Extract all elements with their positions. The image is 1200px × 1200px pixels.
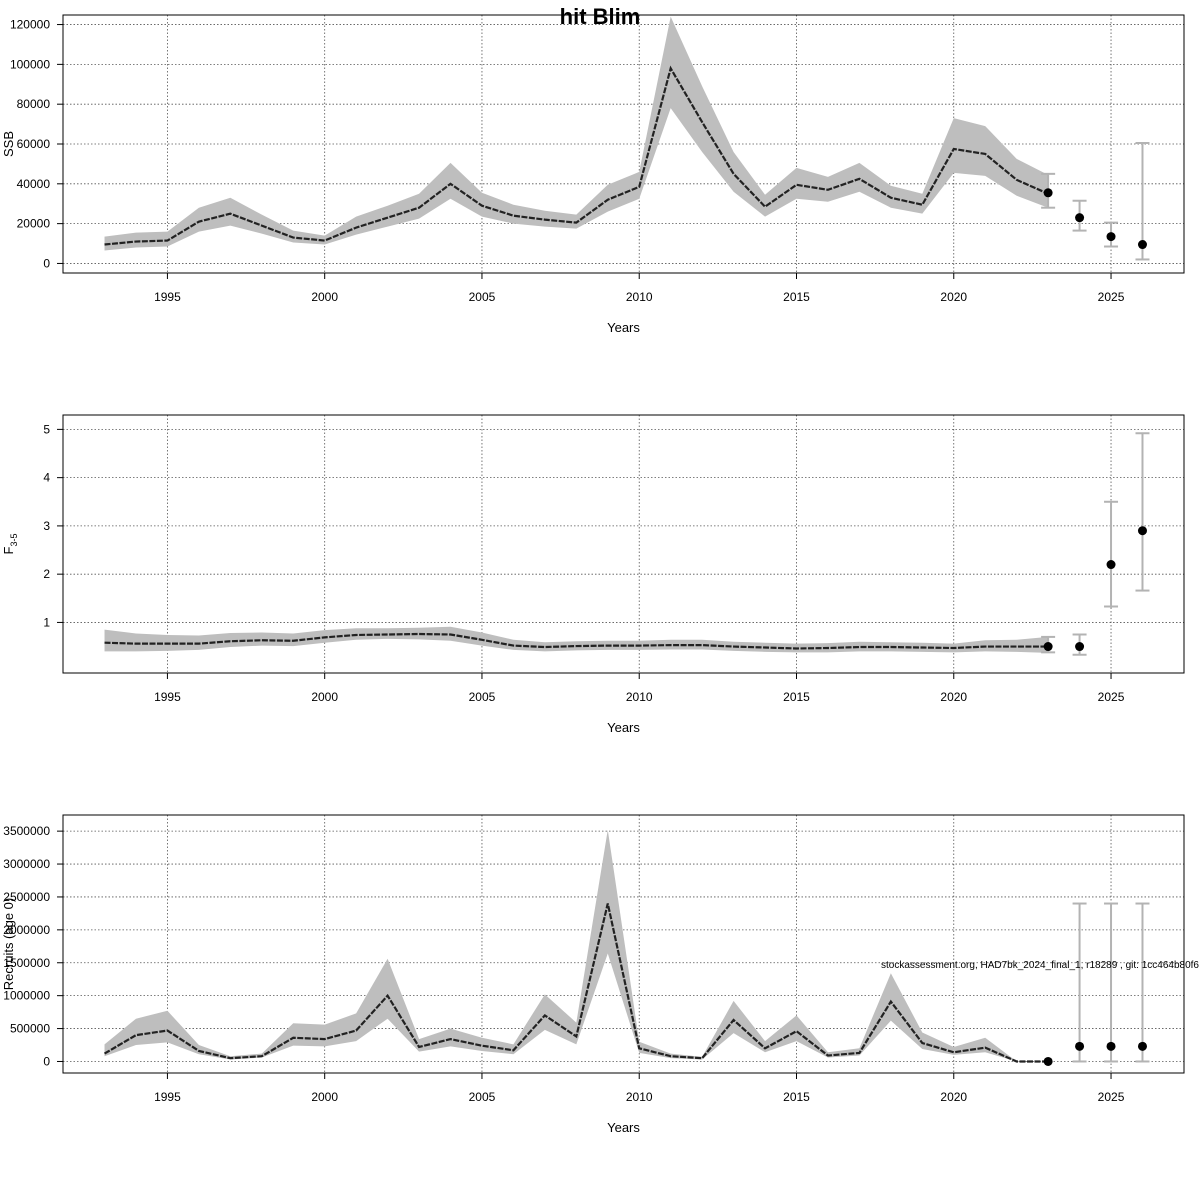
recruits-xlabel: Years: [607, 1120, 640, 1135]
fbar-forecast-point-2023: [1043, 642, 1053, 652]
recruits-ytick-label-0: 0: [43, 1054, 50, 1068]
recruits-xtick-label-2015: 2015: [783, 1090, 810, 1104]
fbar-xtick-label-1995: 1995: [154, 690, 181, 704]
ssb-ytick-label-100000: 100000: [10, 57, 50, 71]
recruits-xtick-label-2000: 2000: [311, 1090, 338, 1104]
recruits-plot-frame: [62, 814, 1185, 1074]
ssb-xtick-label-2000: 2000: [311, 290, 338, 304]
fbar-xtick-label-2010: 2010: [626, 690, 653, 704]
recruits-forecast-point-2024: [1075, 1041, 1085, 1051]
recruits-xtick-label-1995: 1995: [154, 1090, 181, 1104]
ssb-ylabel: SSB: [1, 131, 16, 157]
ssb-forecast-point-2026: [1137, 240, 1147, 250]
panel-recruits: 1995 2000 2005 2010 2015 2020 2025 0 500000 10000…: [1, 814, 1185, 1135]
recruits-ylabel: Recruits (age 0): [1, 898, 16, 990]
fbar-xtick-label-2015: 2015: [783, 690, 810, 704]
ssb-xtick-label-2025: 2025: [1098, 290, 1125, 304]
recruits-estimate-line: [103, 903, 1049, 1063]
ssb-ytick-label-80000: 80000: [17, 97, 51, 111]
ssb-forecast-point-2023: [1043, 188, 1053, 198]
recruits-ytick-label-2000000: 2000000: [3, 923, 50, 937]
fbar-estimate-line: [104, 632, 1049, 650]
recruits-forecast-point-2025: [1106, 1041, 1116, 1051]
fbar-ytick-label-2: 2: [43, 567, 50, 581]
ssb-xtick-label-2010: 2010: [626, 290, 653, 304]
recruits-xtick-label-2005: 2005: [469, 1090, 496, 1104]
ssb-ytick-label-120000: 120000: [10, 18, 50, 32]
recruits-ytick-label-1500000: 1500000: [3, 956, 50, 970]
panel-ssb: 1995 2000 2005 2010 2015 2020 2025 0 20000 40000 6…: [1, 14, 1185, 335]
recruits-forecast-point-2026: [1137, 1041, 1147, 1051]
recruits-xtick-label-2010: 2010: [626, 1090, 653, 1104]
recruits-ytick-label-3000000: 3000000: [3, 857, 50, 871]
fbar-ytick-label-4: 4: [43, 471, 50, 485]
recruits-ytick-label-3500000: 3500000: [3, 824, 50, 838]
ssb-xtick-label-2005: 2005: [469, 290, 496, 304]
recruits-xtick-label-2025: 2025: [1098, 1090, 1125, 1104]
fbar-xlabel: Years: [607, 720, 640, 735]
fbar-forecast-point-2024: [1075, 642, 1085, 652]
ssb-forecast-point-2025: [1106, 232, 1116, 242]
fbar-xtick-label-2020: 2020: [940, 690, 967, 704]
ssb-confidence-band: [104, 16, 1049, 251]
ssb-ytick-label-60000: 60000: [17, 137, 51, 151]
ssb-ytick-label-0: 0: [43, 256, 50, 270]
ssb-estimate-line: [104, 65, 1049, 246]
panels-container: 1995 2000 2005 2010 2015 2020 2025020000400006…: [1, 14, 1185, 1135]
recruits-forecast-point-2023: [1043, 1056, 1053, 1066]
fbar-ylabel-subscript: 3-5: [9, 534, 19, 547]
fbar-plot-frame: [62, 414, 1185, 674]
fbar-ytick-label-5: 5: [43, 422, 50, 436]
fbar-xtick-label-2000: 2000: [311, 690, 338, 704]
fbar-forecast-point-2026: [1137, 526, 1147, 536]
ssb-ytick-label-20000: 20000: [17, 217, 51, 231]
ssb-forecast-point-2024: [1075, 213, 1085, 223]
fbar-ytick-label-1: 1: [43, 615, 50, 629]
ssb-xtick-label-1995: 1995: [154, 290, 181, 304]
fbar-ylabel: F3-5: [1, 534, 19, 555]
fbar-xtick-label-2025: 2025: [1098, 690, 1125, 704]
ssb-xlabel: Years: [607, 320, 640, 335]
recruits-ytick-label-1000000: 1000000: [3, 989, 50, 1003]
fbar-xtick-label-2005: 2005: [469, 690, 496, 704]
chart-title: hit Blim: [560, 4, 641, 29]
ssb-xtick-label-2015: 2015: [783, 290, 810, 304]
fbar-forecast-point-2025: [1106, 560, 1116, 570]
panel-fbar: 1995 2000 2005 2010 2015 2020 2025 1 2 3 4 5 Years F3…: [1, 414, 1185, 735]
recruits-ytick-label-2500000: 2500000: [3, 890, 50, 904]
recruits-xtick-label-2020: 2020: [940, 1090, 967, 1104]
recruits-ytick-label-500000: 500000: [10, 1022, 50, 1036]
ssb-xtick-label-2020: 2020: [940, 290, 967, 304]
credit-text: stockassessment.org, HAD7bk_2024_final_1…: [881, 960, 1199, 971]
fbar-ytick-label-3: 3: [43, 519, 50, 533]
ssb-ytick-label-40000: 40000: [17, 177, 51, 191]
fbar-confidence-band: [104, 626, 1049, 653]
recruits-confidence-band: [104, 829, 1049, 1062]
